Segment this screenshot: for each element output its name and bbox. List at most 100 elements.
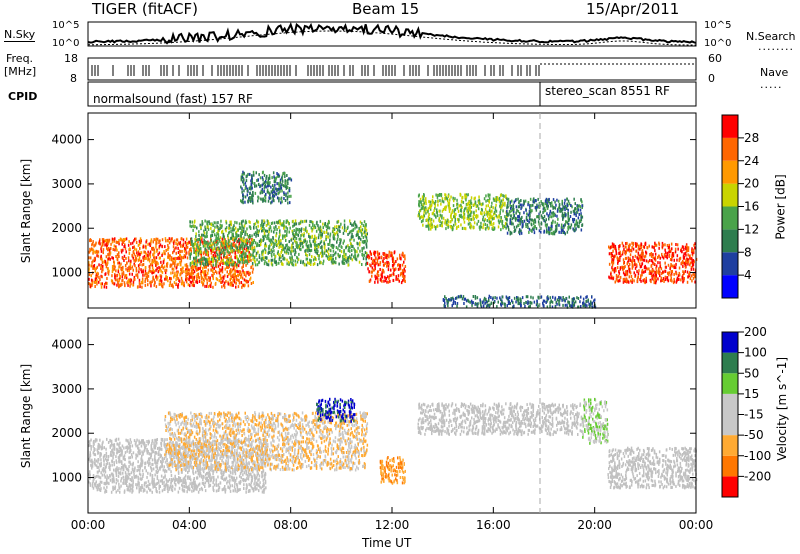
power-scatter-cell <box>101 258 103 262</box>
power-scatter-cell <box>491 217 494 221</box>
power-scatter-cell <box>515 217 518 221</box>
power-scatter-cell <box>460 203 462 207</box>
power-scatter-cell <box>661 279 663 282</box>
power-scatter-cell <box>283 234 285 238</box>
power-scatter-cell <box>654 270 656 274</box>
power-scatter-cell <box>661 252 663 256</box>
power-scatter-cell <box>120 262 122 266</box>
power-scatter-cell <box>110 242 112 246</box>
power-scatter-cell <box>222 239 224 243</box>
power-scatter-cell <box>310 226 313 230</box>
power-scatter-cell <box>643 245 646 249</box>
power-scatter-cell <box>270 262 273 266</box>
power-scatter-cell <box>622 271 625 275</box>
power-scatter-cell <box>635 263 638 267</box>
power-scatter-cell <box>501 219 504 223</box>
power-scatter-cell <box>273 249 275 253</box>
power-scatter-cell <box>166 247 169 251</box>
power-scatter-cell <box>383 263 385 267</box>
power-scatter-cell <box>241 251 243 255</box>
power-scatter-cell <box>611 266 613 270</box>
power-scatter-cell <box>580 228 583 232</box>
power-scatter-cell <box>180 259 183 263</box>
power-scatter-cell <box>116 253 119 257</box>
power-scatter-cell <box>305 248 307 252</box>
power-scatter-cell <box>627 248 629 252</box>
power-scatter-cell <box>449 224 452 228</box>
power-scatter-cell <box>517 224 520 228</box>
power-scatter-cell <box>245 263 247 267</box>
power-scatter-cell <box>228 265 230 269</box>
power-scatter-cell <box>259 184 262 188</box>
power-scatter-cell <box>691 253 694 257</box>
power-scatter-cell <box>104 243 106 247</box>
power-scatter-cell <box>512 205 515 209</box>
power-scatter-cell <box>170 271 172 275</box>
power-scatter-cell <box>463 220 466 224</box>
power-scatter-cell <box>488 297 490 301</box>
power-scatter-cell <box>118 239 120 242</box>
power-scatter-cell <box>216 243 218 247</box>
power-scatter-cell <box>243 247 246 251</box>
power-scatter-cell <box>354 226 356 230</box>
power-scatter-cell <box>128 272 131 276</box>
power-scatter-cell <box>522 203 525 207</box>
power-scatter-cell <box>373 259 376 263</box>
power-scatter-cell <box>269 240 272 244</box>
power-scatter-cell <box>619 250 621 254</box>
power-scatter-cell <box>229 236 232 240</box>
power-scatter-cell <box>424 208 427 212</box>
power-scatter-cell <box>277 192 279 196</box>
power-scatter-cell <box>451 210 453 214</box>
power-scatter-cell <box>100 254 102 258</box>
power-scatter-cell <box>275 176 278 180</box>
power-scatter-cell <box>278 174 281 178</box>
power-scatter-cell <box>658 246 660 250</box>
power-scatter-cell <box>654 241 656 245</box>
power-scatter-cell <box>124 284 126 288</box>
power-scatter-cell <box>547 198 549 202</box>
power-scatter-cell <box>235 275 237 278</box>
power-scatter-cell <box>113 239 115 243</box>
power-scatter-cell <box>221 276 223 280</box>
power-scatter-cell <box>315 250 317 254</box>
power-scatter-cell <box>469 213 471 217</box>
power-scatter-cell <box>657 261 659 265</box>
power-scatter-cell <box>434 200 437 203</box>
power-scatter-cell <box>227 244 229 248</box>
power-scatter-cell <box>241 221 243 225</box>
power-scatter-cell <box>615 277 618 281</box>
power-scatter-cell <box>228 226 230 230</box>
power-scatter-cell <box>567 227 569 231</box>
power-scatter-cell <box>108 238 111 242</box>
power-scatter-cell <box>618 247 620 251</box>
power-scatter-cell <box>164 252 166 256</box>
power-scatter-cell <box>643 280 646 284</box>
power-scatter-cell <box>200 274 202 278</box>
power-scatter-cell <box>325 249 328 253</box>
power-scatter-cell <box>235 281 237 285</box>
power-scatter-cell <box>193 224 195 228</box>
power-scatter-cell <box>525 225 527 228</box>
power-scatter-cell <box>243 178 245 182</box>
power-scatter-cell <box>454 216 456 219</box>
power-scatter-cell <box>286 250 288 254</box>
power-scatter-cell <box>195 235 197 238</box>
power-scatter-cell <box>556 298 559 302</box>
power-scatter-cell <box>251 241 253 245</box>
power-scatter-cell <box>122 238 125 241</box>
power-scatter-cell <box>636 279 639 283</box>
power-scatter-cell <box>476 304 479 308</box>
power-scatter-cell <box>615 252 618 256</box>
power-scatter-cell <box>273 252 275 256</box>
power-scatter-cell <box>332 257 334 261</box>
power-scatter-cell <box>359 243 361 247</box>
power-scatter-cell <box>485 210 488 214</box>
power-scatter-cell <box>623 248 625 252</box>
power-scatter-cell <box>651 253 653 257</box>
power-scatter-cell <box>226 265 228 269</box>
power-scatter-cell <box>624 265 626 269</box>
power-scatter-cell <box>282 248 284 252</box>
power-scatter-cell <box>190 239 192 243</box>
power-scatter-cell <box>467 207 469 210</box>
